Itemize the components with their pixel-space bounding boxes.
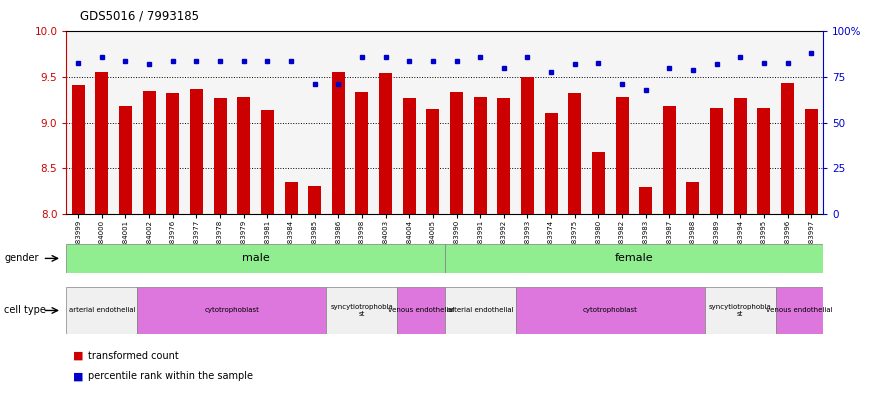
Text: cytotrophoblast: cytotrophoblast <box>583 307 638 314</box>
Bar <box>284 182 297 214</box>
Bar <box>444 287 516 334</box>
Text: gender: gender <box>4 253 39 263</box>
Bar <box>142 91 156 214</box>
Bar <box>639 187 652 214</box>
Bar <box>137 287 327 334</box>
Bar <box>119 107 132 214</box>
Bar <box>96 72 108 214</box>
Bar <box>444 244 823 273</box>
Bar <box>66 287 137 334</box>
Text: syncytiotrophobla
st: syncytiotrophobla st <box>709 304 772 317</box>
Text: ■: ■ <box>73 371 83 382</box>
Text: male: male <box>242 253 269 263</box>
Text: syncytiotrophobla
st: syncytiotrophobla st <box>331 304 393 317</box>
Bar <box>663 107 676 214</box>
Text: ■: ■ <box>73 351 83 361</box>
Bar <box>213 98 227 214</box>
Bar <box>473 97 487 214</box>
Text: venous endothelial: venous endothelial <box>766 307 833 314</box>
Bar <box>308 186 321 214</box>
Bar <box>497 98 511 214</box>
Bar <box>166 93 180 214</box>
Text: percentile rank within the sample: percentile rank within the sample <box>88 371 253 382</box>
Bar <box>356 92 368 214</box>
Bar <box>190 89 203 214</box>
Bar <box>704 287 776 334</box>
Text: transformed count: transformed count <box>88 351 180 361</box>
Bar <box>66 244 444 273</box>
Bar <box>427 109 439 214</box>
Text: arterial endothelial: arterial endothelial <box>68 307 135 314</box>
Bar <box>687 182 699 214</box>
Bar <box>332 72 345 214</box>
Text: female: female <box>614 253 653 263</box>
Text: venous endothelial: venous endothelial <box>388 307 454 314</box>
Bar <box>710 108 723 214</box>
Text: GDS5016 / 7993185: GDS5016 / 7993185 <box>80 10 198 23</box>
Bar <box>521 77 534 214</box>
Bar <box>592 152 605 214</box>
Bar <box>734 98 747 214</box>
Bar <box>544 113 558 214</box>
Bar <box>237 97 250 214</box>
Bar <box>758 108 771 214</box>
Bar <box>450 92 463 214</box>
Bar <box>397 287 444 334</box>
Bar <box>327 287 397 334</box>
Bar <box>804 109 818 214</box>
Bar <box>616 97 628 214</box>
Bar <box>781 83 794 214</box>
Text: cell type: cell type <box>4 305 46 316</box>
Bar <box>403 98 416 214</box>
Text: cytotrophoblast: cytotrophoblast <box>204 307 259 314</box>
Bar <box>776 287 823 334</box>
Bar <box>568 93 581 214</box>
Text: arterial endothelial: arterial endothelial <box>447 307 513 314</box>
Bar <box>379 73 392 214</box>
Bar <box>516 287 704 334</box>
Bar <box>72 85 85 214</box>
Bar <box>261 110 273 214</box>
